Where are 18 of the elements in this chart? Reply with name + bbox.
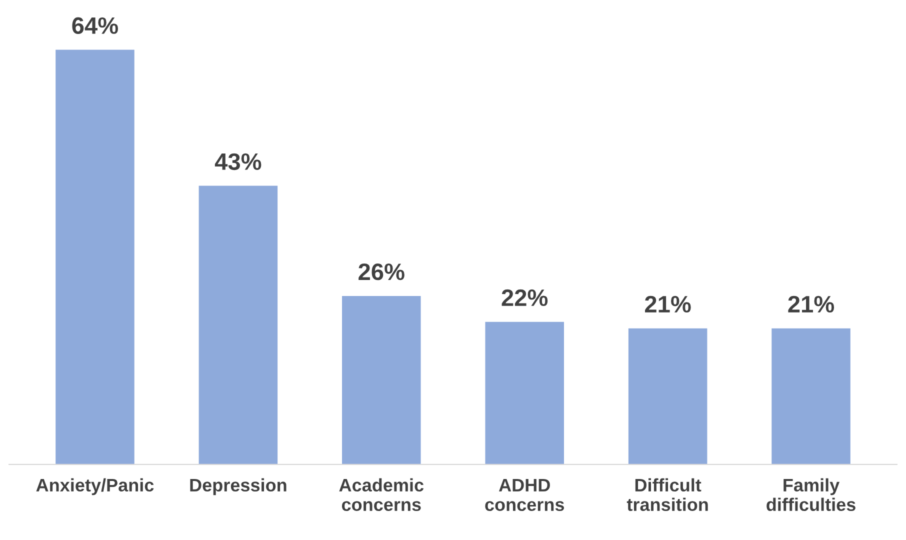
- bar: [342, 296, 421, 464]
- bar: [772, 328, 850, 464]
- bar: [56, 50, 134, 464]
- data-label: 21%: [788, 296, 834, 313]
- x-tick-label: Anxiety/Panic: [36, 478, 154, 496]
- data-label: 64%: [72, 17, 118, 34]
- x-tick-label: ADHD concerns: [485, 478, 564, 511]
- bar: [198, 186, 278, 464]
- x-tick-label: Academic concerns: [339, 478, 424, 511]
- x-tick-label: Depression: [190, 478, 286, 496]
- x-tick-label: Difficult transition: [626, 478, 708, 511]
- data-label: 26%: [358, 263, 404, 280]
- x-tick-label: Family difficulties: [766, 478, 856, 511]
- data-label: 43%: [214, 153, 262, 170]
- bar: [628, 328, 708, 464]
- data-label: 22%: [502, 289, 548, 306]
- data-label: 21%: [645, 296, 691, 313]
- bar: [485, 322, 564, 464]
